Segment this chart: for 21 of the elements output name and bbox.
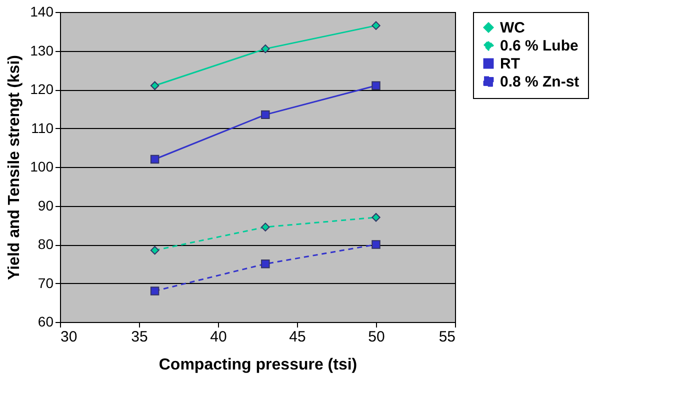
y-tick-label: 90: [38, 197, 54, 214]
legend-label: 0.8 % Zn-st: [500, 74, 580, 90]
legend-label: 0.6 % Lube: [500, 38, 578, 54]
y-tick-label: 110: [31, 120, 54, 136]
y-tick-label: 60: [38, 314, 54, 330]
x-tick-label: 30: [60, 328, 78, 346]
legend-label: RT: [500, 56, 520, 72]
y-tick-label: 120: [30, 81, 54, 97]
y-tick-label: 70: [38, 274, 54, 291]
y-tick-label: 100: [30, 158, 54, 174]
x-tick-label: 40: [210, 328, 227, 346]
y-axis-title: Yield and Tensile strengt (ksi): [6, 55, 24, 280]
x-tick-label: 50: [368, 328, 385, 346]
x-axis-title: Compacting pressure (tsi): [158, 356, 358, 374]
x-tick-label: 35: [131, 328, 148, 346]
y-tick-label: 80: [38, 236, 54, 252]
y-tick-label: 130: [30, 42, 54, 58]
x-tick-label: 55: [438, 328, 456, 346]
legend-label: WC: [500, 20, 526, 36]
x-tick-label: 45: [289, 328, 306, 346]
y-tick-label: 140: [30, 4, 54, 20]
